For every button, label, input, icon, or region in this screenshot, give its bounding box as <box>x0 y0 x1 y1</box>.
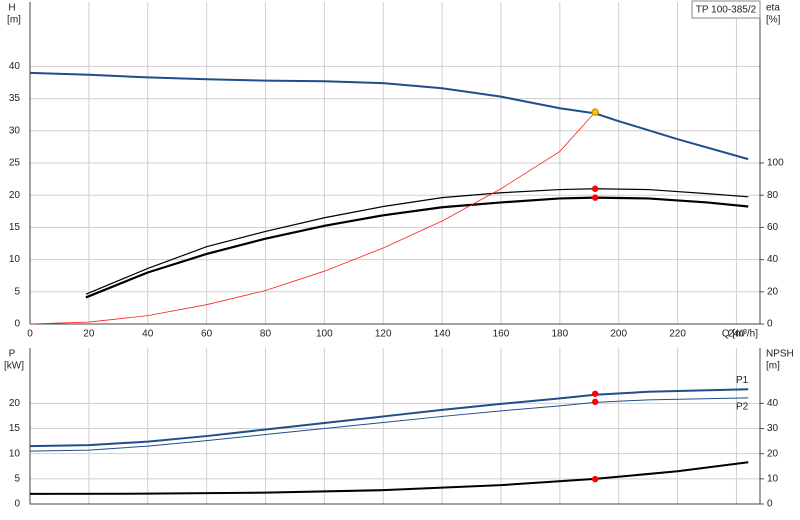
x-tick-label: 20 <box>83 329 95 340</box>
axis-frame <box>29 348 761 505</box>
operating-point <box>591 475 599 483</box>
curve <box>29 388 749 448</box>
y-axis-label: P <box>9 349 16 360</box>
x-tick-label: 100 <box>316 329 333 340</box>
y2-tick-label: 80 <box>767 190 779 201</box>
y2-tick-label: 40 <box>767 254 779 265</box>
y2-axis-unit: [m] <box>766 361 780 372</box>
y-tick-label: 15 <box>9 222 21 233</box>
x-axis-label: Q [m³/h] <box>722 329 758 340</box>
y-axis-label: H <box>8 3 15 14</box>
x-tick-label: 40 <box>142 329 154 340</box>
y-tick-label: 10 <box>9 448 21 459</box>
operating-point <box>591 194 599 201</box>
y2-tick-label: 20 <box>767 448 779 459</box>
y-tick-label: 25 <box>9 158 21 169</box>
y-tick-label: 30 <box>9 125 21 136</box>
y-tick-label: 20 <box>9 398 21 409</box>
operating-point <box>591 108 599 116</box>
y2-tick-label: 100 <box>767 158 784 169</box>
x-tick-label: 60 <box>201 329 213 340</box>
y-tick-label: 5 <box>14 286 20 297</box>
x-tick-label: 240 <box>728 329 745 340</box>
operating-point <box>591 398 599 406</box>
y2-axis-label: eta <box>766 3 780 14</box>
y2-axis-unit: [%] <box>766 15 781 26</box>
series-label: P1 <box>736 375 749 386</box>
y2-tick-label: 10 <box>767 473 779 484</box>
y-tick-label: 35 <box>9 93 21 104</box>
y2-tick-label: 30 <box>767 423 779 434</box>
operating-point <box>591 390 599 397</box>
x-tick-label: 160 <box>493 329 510 340</box>
y2-tick-label: 0 <box>767 499 773 510</box>
x-tick-label: 0 <box>27 329 33 340</box>
y2-axis-label: NPSH <box>766 349 794 360</box>
curve <box>85 188 749 295</box>
x-tick-label: 140 <box>434 329 451 340</box>
y-tick-label: 40 <box>9 61 21 72</box>
x-tick-label: 220 <box>669 329 686 340</box>
y-tick-label: 0 <box>14 319 20 330</box>
x-tick-label: 180 <box>551 329 568 340</box>
x-tick-label: 200 <box>610 329 627 340</box>
y-tick-label: 15 <box>9 423 21 434</box>
y-tick-label: 5 <box>14 473 20 484</box>
chart-title: TP 100-385/2 <box>696 5 757 16</box>
y2-tick-label: 60 <box>767 222 779 233</box>
x-tick-label: 120 <box>375 329 392 340</box>
y2-tick-label: 0 <box>767 319 773 330</box>
operating-point <box>591 185 599 192</box>
y-axis-unit: [kW] <box>4 361 24 372</box>
series-label: P2 <box>736 401 749 412</box>
y-tick-label: 10 <box>9 254 21 265</box>
curve <box>29 71 749 161</box>
y-tick-label: 0 <box>14 499 20 510</box>
y2-tick-label: 20 <box>767 286 779 297</box>
y-axis-unit: [m] <box>7 15 21 26</box>
axis-frame <box>29 2 761 325</box>
y2-tick-label: 40 <box>767 398 779 409</box>
x-tick-label: 80 <box>260 329 272 340</box>
y-tick-label: 20 <box>9 190 21 201</box>
curve <box>29 111 596 325</box>
title-box <box>691 0 761 19</box>
curve <box>29 461 749 495</box>
curve <box>85 196 749 299</box>
